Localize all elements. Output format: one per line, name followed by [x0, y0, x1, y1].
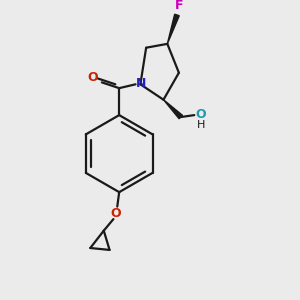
Polygon shape — [164, 100, 182, 119]
Text: O: O — [88, 71, 98, 84]
Text: O: O — [196, 108, 206, 121]
Text: O: O — [110, 207, 121, 220]
Polygon shape — [167, 14, 179, 44]
Text: H: H — [197, 120, 205, 130]
Text: N: N — [136, 77, 146, 90]
Text: F: F — [175, 0, 183, 12]
